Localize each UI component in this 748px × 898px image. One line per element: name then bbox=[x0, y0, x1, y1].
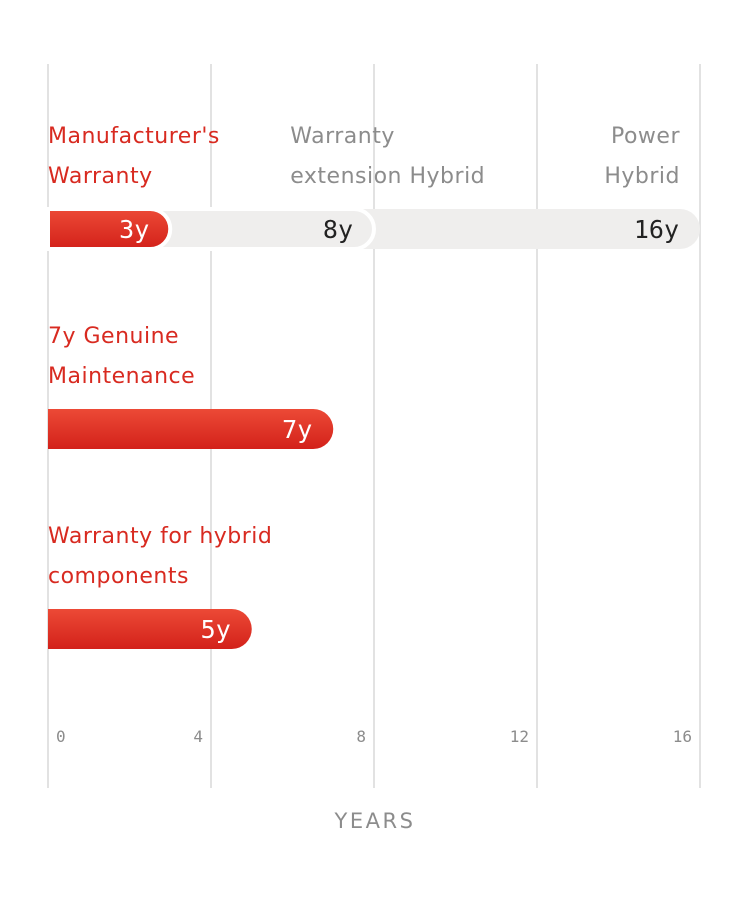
series-label-line: Power bbox=[611, 124, 680, 149]
bar-value-label-row3-seg1: 5y bbox=[201, 615, 231, 644]
bar-row1-seg1 bbox=[46, 207, 173, 251]
x-tick-label-4: 4 bbox=[193, 727, 203, 746]
series-label-line: Maintenance bbox=[48, 364, 195, 389]
x-tick-label-8: 8 bbox=[356, 727, 366, 746]
x-tick-label-0: 0 bbox=[56, 727, 66, 746]
series-label-row1-seg1: Manufacturer's Warranty bbox=[48, 124, 220, 189]
x-axis-ticks: 0 4 8 12 16 bbox=[56, 727, 692, 746]
bar-value-label-row1-seg3: 16y bbox=[634, 215, 679, 244]
series-label-row3-seg1: Warranty for hybrid components bbox=[48, 524, 272, 589]
x-tick-label-16: 16 bbox=[673, 727, 692, 746]
series-label-line: extension Hybrid bbox=[290, 164, 485, 189]
bar-value-label-row1-seg1: 3y bbox=[119, 215, 149, 244]
series-labels: 3y 8y 16y Manufacturer's Warranty Warranty ext… bbox=[48, 124, 680, 644]
series-label-line: Manufacturer's bbox=[48, 124, 220, 149]
gridlines bbox=[47, 64, 701, 788]
bar-row3-seg1 bbox=[48, 609, 252, 649]
x-tick-label-12: 12 bbox=[510, 727, 529, 746]
series-label-row1-seg2: Warranty extension Hybrid bbox=[290, 124, 485, 189]
series-label-line: components bbox=[48, 564, 189, 589]
series-label-line: Warranty for hybrid bbox=[48, 524, 272, 549]
bar-row2-seg1 bbox=[48, 409, 334, 449]
series-label-line: Warranty bbox=[48, 164, 153, 189]
bars bbox=[46, 207, 700, 649]
series-label-line: Warranty bbox=[290, 124, 395, 149]
x-axis-title: YEARS bbox=[334, 809, 416, 833]
bar-value-label-row1-seg2: 8y bbox=[323, 215, 353, 244]
series-label-line: Hybrid bbox=[604, 164, 680, 189]
bar-value-label-row2-seg1: 7y bbox=[282, 415, 312, 444]
series-label-row2-seg1: 7y Genuine Maintenance bbox=[48, 324, 195, 389]
series-label-line: 7y Genuine bbox=[48, 324, 179, 349]
series-label-row1-seg3: Power Hybrid bbox=[604, 124, 680, 189]
